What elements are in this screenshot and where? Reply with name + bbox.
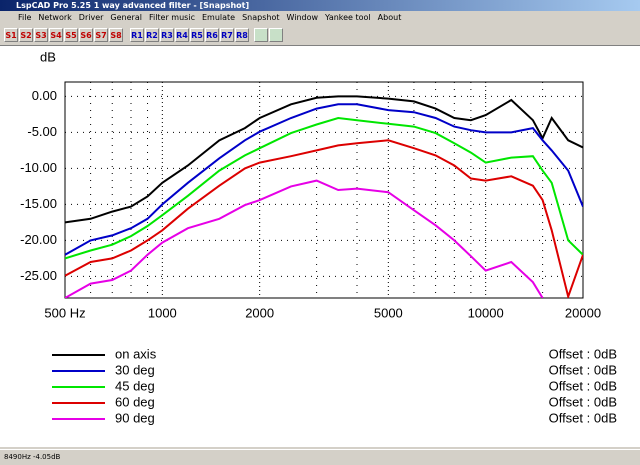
chart-panel: dB 0.00 -5.00 -10.00 -15.00 -20.00 -25.00 500 … (0, 45, 640, 447)
snapshot-button[interactable]: S7 (94, 28, 108, 42)
snapshot-button[interactable]: S3 (34, 28, 48, 42)
series-line (65, 103, 583, 256)
status-bar: 8490Hz -4.05dB (0, 449, 640, 465)
y-tick-label: -15.00 (20, 196, 57, 211)
x-tick-label: 20000 (565, 305, 601, 320)
y-tick-label: -5.00 (27, 124, 57, 139)
x-tick-label: 1000 (148, 305, 177, 320)
tool-icon[interactable] (254, 28, 268, 42)
recall-button[interactable]: R2 (145, 28, 159, 42)
series-line (65, 179, 544, 298)
legend-label: 45 deg (115, 378, 155, 393)
offset-label: Offset : 0dB (549, 346, 617, 361)
series-line (65, 95, 583, 224)
menu-item[interactable]: File (18, 13, 32, 22)
recall-button[interactable]: R8 (235, 28, 249, 42)
menu-item[interactable]: About (377, 13, 402, 22)
snapshot-button[interactable]: S4 (49, 28, 63, 42)
snapshot-button[interactable]: S6 (79, 28, 93, 42)
menu-bar: File Network Driver General Filter music Emul… (0, 11, 640, 24)
legend-label: 60 deg (115, 394, 155, 409)
chart: dB 0.00 -5.00 -10.00 -15.00 -20.00 -25.00 500 … (20, 49, 617, 425)
y-tick-label: -25.00 (20, 268, 57, 283)
offset-label: Offset : 0dB (549, 378, 617, 393)
x-tick-label: 2000 (245, 305, 274, 320)
recall-button[interactable]: R5 (190, 28, 204, 42)
series-line (65, 116, 583, 260)
snapshot-button[interactable]: S5 (64, 28, 78, 42)
legend-label: on axis (115, 346, 157, 361)
series-line (65, 139, 583, 298)
x-tick-label: 500 Hz (44, 305, 85, 320)
recall-button[interactable]: R4 (175, 28, 189, 42)
menu-item[interactable]: Driver (78, 13, 104, 22)
offset-label: Offset : 0dB (549, 362, 617, 377)
x-tick-label: 10000 (468, 305, 504, 320)
snapshot-button[interactable]: S8 (109, 28, 123, 42)
recall-button[interactable]: R1 (130, 28, 144, 42)
y-axis-title: dB (40, 49, 56, 64)
y-tick-label: -10.00 (20, 160, 57, 175)
snapshot-button[interactable]: S1 (4, 28, 18, 42)
title-bar: LspCAD Pro 5.25 1 way advanced filter - … (0, 0, 640, 11)
menu-item[interactable]: Window (286, 13, 319, 22)
toolbar: S1 S2 S3 S4 S5 S6 S7 S8 R1 R2 R3 R4 R5 R6 R7 R8 (0, 26, 640, 44)
recall-button[interactable]: R3 (160, 28, 174, 42)
menu-item[interactable]: Network (38, 13, 72, 22)
plot-frame (64, 81, 584, 299)
menu-item[interactable]: Yankee tool (325, 13, 371, 22)
x-tick-label: 5000 (374, 305, 403, 320)
menu-item[interactable]: Emulate (201, 13, 236, 22)
legend-label: 90 deg (115, 410, 155, 425)
offset-label: Offset : 0dB (549, 410, 617, 425)
tool-icon[interactable] (269, 28, 283, 42)
menu-item[interactable]: Filter music (148, 13, 195, 22)
recall-button[interactable]: R6 (205, 28, 219, 42)
offset-label: Offset : 0dB (549, 394, 617, 409)
y-tick-label: 0.00 (32, 88, 57, 103)
recall-button[interactable]: R7 (220, 28, 234, 42)
plot-lines (65, 95, 583, 298)
legend-label: 30 deg (115, 362, 155, 377)
y-tick-label: -20.00 (20, 232, 57, 247)
snapshot-button[interactable]: S2 (19, 28, 33, 42)
menu-item[interactable]: General (110, 13, 142, 22)
menu-item[interactable]: Snapshot (242, 13, 280, 22)
